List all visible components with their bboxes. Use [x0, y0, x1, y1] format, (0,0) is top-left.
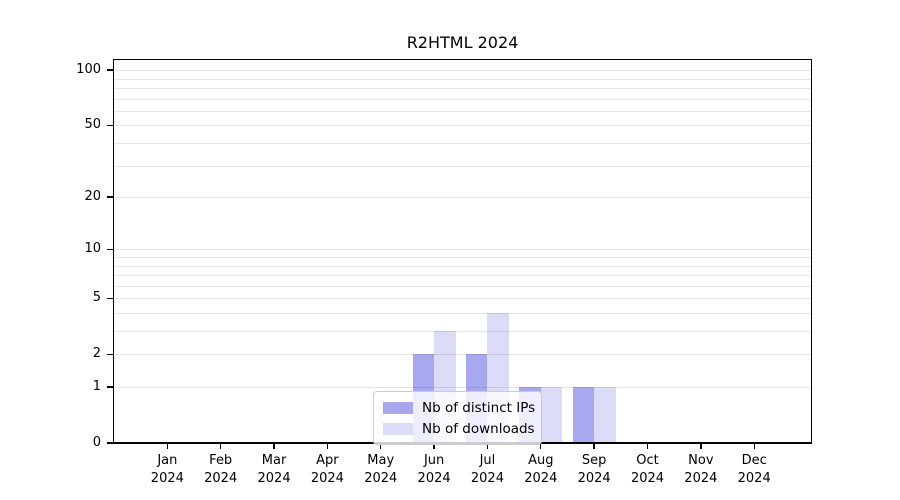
gridline-y-30	[114, 165, 811, 167]
y-axis-tick-label: 0	[92, 434, 101, 450]
gridline-y-80	[114, 88, 811, 90]
y-axis-tick-label: 10	[84, 240, 101, 256]
bar-downloads-sep	[594, 387, 616, 443]
y-tick-mark-20	[107, 196, 113, 198]
x-tick-mark-apr	[326, 443, 329, 449]
y-axis-tick-label: 1	[92, 378, 101, 394]
bar-distinct-ips-sep	[572, 387, 595, 443]
gridline-y-5	[114, 298, 811, 300]
x-tick-mark-jan	[166, 443, 169, 449]
gridline-y-9	[114, 257, 811, 258]
x-axis-tick-label: Oct 2024	[630, 453, 665, 487]
y-tick-mark-50	[107, 124, 113, 127]
legend-label-distinct-ips: Nb of distinct IPs	[422, 399, 536, 416]
x-tick-mark-jul	[486, 443, 489, 449]
x-tick-mark-mar	[273, 443, 275, 449]
x-tick-mark-sep	[593, 443, 595, 449]
x-tick-mark-jun	[433, 443, 435, 449]
gridline-y-60	[114, 110, 811, 112]
chart-title: R2HTML 2024	[406, 33, 519, 52]
x-axis-tick-label: Mar 2024	[257, 453, 291, 487]
y-axis-tick-label: 20	[84, 188, 101, 204]
gridline-y-90	[114, 78, 811, 80]
y-axis-tick-label: 50	[84, 116, 101, 132]
y-tick-mark-10	[107, 248, 113, 250]
y-tick-mark-5	[107, 297, 113, 299]
gridline-y-6	[114, 285, 811, 287]
gridline-y-10	[114, 249, 811, 251]
x-axis-tick-label: Sep 2024	[577, 453, 611, 487]
legend-swatch-downloads	[383, 422, 413, 435]
gridline-y-8	[114, 265, 811, 267]
y-tick-mark-2	[107, 353, 113, 355]
gridline-y-100	[114, 70, 811, 72]
gridline-y-40	[114, 143, 811, 145]
x-axis-tick-label: Aug 2024	[524, 453, 558, 487]
y-tick-mark-1	[107, 386, 113, 388]
y-tick-mark-100	[107, 69, 113, 71]
gridline-y-70	[114, 98, 811, 100]
x-axis-tick-label: Jul 2024	[470, 453, 504, 487]
bar-downloads-aug	[540, 387, 563, 443]
x-tick-mark-oct	[646, 443, 649, 449]
x-axis-tick-label: Jun 2024	[417, 453, 451, 487]
gridline-y-3	[114, 331, 811, 333]
y-axis-tick-label: 2	[92, 345, 101, 361]
x-axis-tick-label: Nov 2024	[684, 453, 718, 487]
gridline-y-7	[114, 275, 811, 277]
legend-item-downloads: Nb of downloads	[383, 420, 535, 437]
legend-swatch-distinct-ips	[383, 401, 413, 414]
gridline-y-4	[114, 312, 811, 314]
x-tick-mark-aug	[540, 443, 542, 449]
x-tick-mark-nov	[700, 443, 702, 449]
x-axis-tick-label: Feb 2024	[204, 453, 238, 487]
legend: Nb of distinct IPs Nb of downloads	[373, 391, 542, 445]
gridline-y-50	[114, 125, 811, 127]
y-tick-mark-0	[107, 442, 113, 444]
x-axis-tick-label: May 2024	[364, 453, 398, 487]
plot-area: Nb of distinct IPs Nb of downloads 0 1 2 5 1…	[76, 59, 812, 486]
x-tick-mark-feb	[220, 443, 222, 449]
x-tick-mark-dec	[753, 443, 755, 449]
gridline-y-20	[114, 197, 811, 199]
y-axis-tick-label: 5	[92, 289, 101, 305]
legend-label-downloads: Nb of downloads	[422, 420, 535, 437]
x-axis-tick-label: Apr 2024	[310, 453, 344, 487]
legend-item-distinct-ips: Nb of distinct IPs	[383, 399, 535, 416]
gridline-y-1	[114, 387, 811, 388]
x-tick-mark-may	[380, 443, 382, 449]
x-axis-tick-label: Jan 2024	[150, 453, 184, 487]
gridline-y-2	[114, 354, 811, 356]
x-axis-tick-label: Dec 2024	[737, 453, 771, 487]
y-axis-tick-label: 100	[76, 61, 101, 77]
